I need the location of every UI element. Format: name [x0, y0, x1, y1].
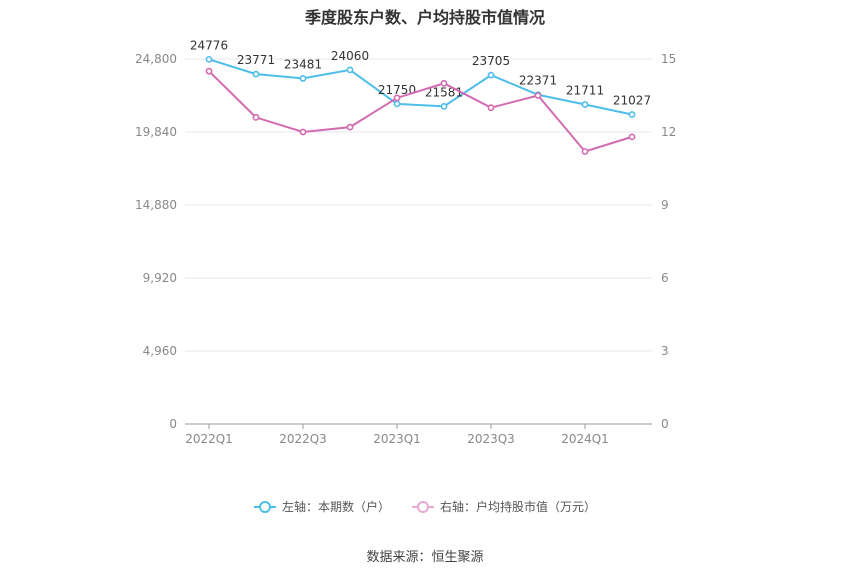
data-label: 22371 [519, 74, 557, 88]
y-left-tick-label: 0 [169, 417, 177, 431]
legend-label-households: 左轴：本期数（户） [281, 500, 390, 514]
series-point-1 [252, 114, 260, 121]
legend: 左轴：本期数（户） 右轴：户均持股市值（万元） [0, 498, 850, 515]
y-left-tick-label: 4,960 [143, 344, 177, 358]
series-point-0 [581, 101, 589, 108]
y-right-tick-label: 12 [661, 125, 676, 139]
y-right-tick-label: 15 [661, 52, 676, 66]
data-label: 24776 [190, 38, 228, 52]
source-note: 数据来源：恒生聚源 [366, 550, 484, 565]
y-right-tick-label: 9 [661, 198, 669, 212]
series-point-1 [440, 79, 448, 87]
legend-swatch-avg-value [412, 500, 434, 513]
series-point-0 [393, 100, 401, 108]
series-point-0 [346, 66, 354, 74]
x-tick-label: 2023Q1 [373, 432, 421, 446]
legend-item-households[interactable]: 左轴：本期数（户） [253, 498, 390, 515]
legend-swatch-households [253, 500, 276, 513]
series-point-0 [440, 102, 448, 110]
data-label: 24060 [331, 49, 369, 63]
data-label: 23481 [284, 57, 322, 71]
data-label: 23705 [472, 54, 510, 68]
y-left-tick-label: 9,920 [143, 271, 177, 285]
y-right-tick-label: 3 [661, 344, 669, 358]
y-right-tick-label: 0 [661, 417, 669, 431]
data-label: 21750 [378, 83, 416, 97]
series-point-1 [299, 128, 307, 136]
y-left-tick-label: 19,840 [135, 125, 177, 139]
legend-item-avg-value[interactable]: 右轴：户均持股市值（万元） [412, 498, 596, 515]
y-left-tick-label: 24,800 [135, 52, 177, 66]
data-label: 21027 [613, 94, 651, 108]
series-point-1 [487, 104, 495, 112]
series-point-1 [581, 148, 589, 155]
series-point-1 [628, 133, 636, 141]
y-left-tick-label: 14,880 [135, 198, 177, 212]
series-point-1 [346, 123, 354, 131]
series-point-1 [393, 94, 401, 102]
series-point-0 [487, 71, 495, 79]
y-right-tick-label: 6 [661, 271, 669, 285]
x-tick-label: 2022Q1 [185, 432, 233, 446]
x-tick-label: 2024Q1 [561, 432, 609, 446]
legend-label-avg-value: 右轴：户均持股市值（万元） [440, 500, 597, 514]
x-tick-label: 2023Q3 [467, 432, 515, 446]
series-point-0 [628, 111, 636, 118]
data-label: 23771 [237, 53, 275, 67]
chart-title: 季度股东户数、户均持股市值情况 [304, 8, 545, 27]
series-point-1 [205, 67, 213, 75]
series-line-1 [208, 70, 633, 153]
x-tick-label: 2022Q3 [279, 432, 327, 446]
series-point-0 [299, 75, 307, 82]
series-point-1 [534, 92, 542, 99]
series-point-0 [252, 70, 260, 78]
series-point-0 [205, 55, 213, 63]
data-label: 21711 [566, 83, 604, 97]
series-line-0 [208, 58, 633, 116]
